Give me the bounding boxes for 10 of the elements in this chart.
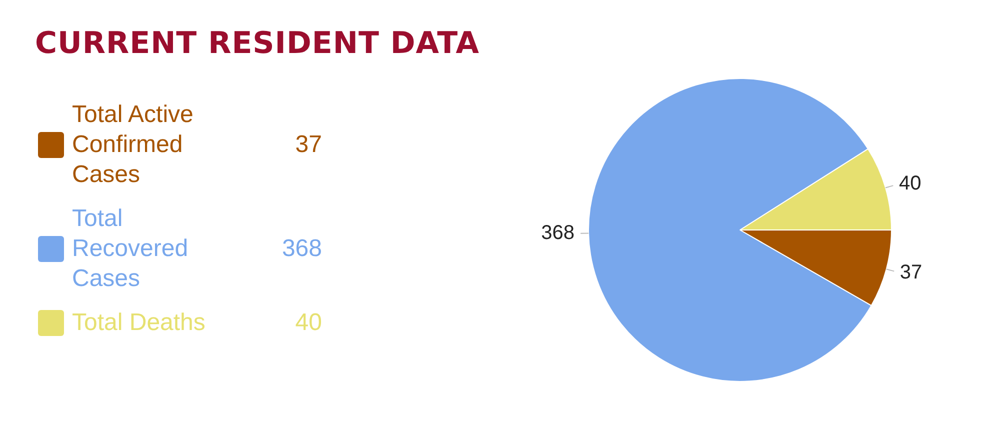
- text: 40: [295, 309, 322, 336]
- legend-label: Total Recovered Cases: [72, 204, 190, 294]
- text: 37: [295, 131, 322, 158]
- legend-label: Total Deaths: [72, 308, 206, 338]
- legend-label: Total Active Confirmed Cases: [72, 100, 194, 190]
- data-label: 368: [541, 222, 575, 244]
- data-label: 40: [898, 172, 922, 194]
- data-label: 37: [900, 261, 922, 284]
- chart-title: CURRENT RESIDENT DATA: [35, 26, 480, 61]
- text: 368: [282, 235, 322, 262]
